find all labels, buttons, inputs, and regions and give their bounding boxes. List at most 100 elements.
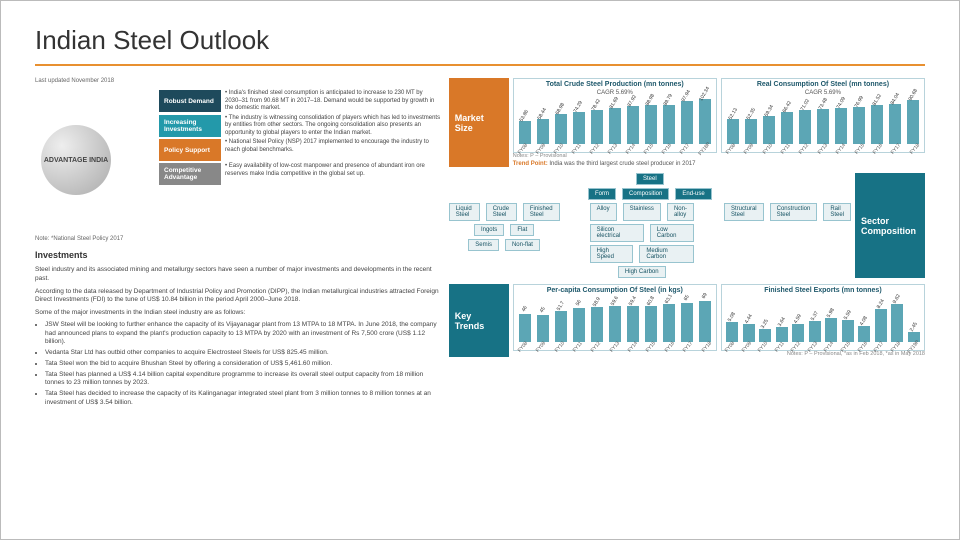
bar-rect	[519, 314, 531, 342]
chart-xlabels: FY08FY09FY10FY11FY12FY13FY14FY15FY16FY17…	[722, 344, 924, 350]
sector-node: Non-alloy	[667, 203, 694, 221]
bar-value: 59.6	[610, 296, 620, 307]
bar-value: 2.45	[909, 321, 919, 332]
chart-bar: 68.98	[555, 114, 567, 144]
bar-rect	[645, 306, 657, 342]
key-trends-panel: Key Trends Per-capita Consumption Of Ste…	[449, 284, 925, 357]
chart-title: Total Crude Steel Production (mn tonnes)	[514, 79, 716, 90]
bar-value: 5.98	[826, 307, 836, 318]
bar-rect	[889, 104, 901, 144]
chart-bar: 60.8	[645, 306, 657, 342]
sector-column: Structural SteelConstruction SteelRail S…	[724, 203, 851, 278]
bar-rect	[699, 301, 711, 342]
key-trends-label: Key Trends	[449, 284, 509, 357]
per-capita-chart: Per-capita Consumption Of Steel (in kgs)…	[513, 284, 717, 351]
chart-bar: 56	[573, 308, 585, 342]
chart-bar: 5.98	[825, 318, 837, 342]
bar-value: 46	[521, 305, 529, 313]
bar-value: 4.08	[859, 315, 869, 326]
chart-bar: 46	[519, 314, 531, 342]
sector-node: Finished Steel	[523, 203, 560, 221]
bar-value: 3.64	[777, 317, 787, 328]
chart-bar: 78.42	[591, 110, 603, 144]
chart-bar: 73.48	[817, 109, 829, 144]
chart-bar: 5.08	[726, 322, 738, 342]
exports-chart: Finished Steel Exports (mn tonnes) 5.084…	[721, 284, 925, 351]
chart-bar: 45	[537, 315, 549, 342]
advantage-footnote: Note: *National Steel Policy 2017	[35, 236, 441, 242]
bar-rect	[891, 304, 903, 342]
sector-node: Structural Steel	[724, 203, 764, 221]
chart-bar: 81.52	[871, 105, 883, 144]
advantage-circle: ADVANTAGE INDIA	[41, 125, 111, 195]
chart-bar: 5.59	[842, 320, 854, 342]
sector-node: High Speed	[590, 245, 634, 263]
sector-row: Steel	[636, 173, 664, 185]
bar-rect	[809, 321, 821, 342]
advantage-india-panel: ADVANTAGE INDIA Robust Demand• India's f…	[35, 90, 441, 230]
bar-rect	[745, 119, 757, 144]
bar-value: 4.44	[744, 314, 754, 325]
advantage-badge: Robust Demand	[159, 90, 221, 112]
advantage-text: • India's finished steel consumption is …	[225, 90, 441, 113]
advantage-badge: Policy Support	[159, 139, 221, 161]
investment-bullet: Vedanta Star Ltd has outbid other compan…	[45, 349, 441, 358]
bar-value: 3.25	[760, 318, 770, 329]
chart-bar: 74.09	[835, 108, 847, 144]
sector-composition-panel: Steel FormCompositionEnd-use Liquid SteelC…	[449, 173, 925, 278]
sector-node: Ingots	[474, 224, 504, 236]
chart-xlabels: FY08FY09FY10FY11FY12FY13FY14FY15FY16FY17…	[514, 344, 716, 350]
bar-rect	[519, 121, 531, 145]
sector-node: Low Carbon	[650, 224, 694, 242]
sector-row: Structural SteelConstruction SteelRail S…	[724, 203, 851, 221]
market-size-trend: Trend Point: India was the third largest…	[513, 161, 925, 167]
chart-bars: 464551.75658.959.659.460.863.16569	[514, 296, 716, 344]
sector-row: High Carbon	[590, 266, 694, 278]
bar-rect	[792, 324, 804, 342]
sector-node: High Carbon	[618, 266, 666, 278]
bar-rect	[763, 116, 775, 144]
bar-value: 5.37	[810, 310, 820, 321]
chart-bar: 69	[699, 301, 711, 342]
key-trends-body: Per-capita Consumption Of Steel (in kgs)…	[513, 284, 925, 357]
chart-bar: 84.04	[889, 104, 901, 144]
chart-bars: 5.08 4.44 3.25 3.64 4.59 5.37 5.98 5.59 4.08 8.24…	[722, 296, 924, 344]
inv-p2: According to the data released by Depart…	[35, 288, 441, 306]
bar-rect	[875, 309, 887, 342]
bar-rect	[663, 105, 675, 144]
bar-rect	[699, 99, 711, 144]
sector-node: Construction Steel	[770, 203, 818, 221]
sector-node: Medium Carbon	[639, 245, 694, 263]
investments-body: Steel industry and its associated mining…	[35, 266, 441, 410]
bar-rect	[871, 105, 883, 144]
investments-bullets: JSW Steel will be looking to further enh…	[35, 321, 441, 408]
bar-rect	[627, 106, 639, 144]
bar-value: 4.59	[793, 313, 803, 324]
chart-bar: 81.69	[609, 108, 621, 144]
bar-value: 69	[701, 292, 709, 300]
sector-row: High Speed Medium Carbon	[590, 245, 694, 263]
sector-node: Stainless	[623, 203, 661, 221]
bar-rect	[825, 318, 837, 342]
chart-bars: 53.8658.4468.9874.2978.4281.6987.9288.98…	[514, 98, 716, 146]
bar-value: 8.24	[876, 298, 886, 309]
right-column: Market Size Total Crude Steel Production…	[449, 78, 925, 410]
chart-bar: 9.62	[891, 304, 903, 342]
advantage-row: Increasing Investments• The industry is …	[159, 115, 441, 138]
chart-bar: 76.99	[853, 107, 865, 144]
chart-bar: 59.34	[763, 116, 775, 144]
bar-rect	[853, 107, 865, 144]
advantage-text: • Easy availability of low-cost manpower…	[225, 163, 441, 178]
chart-bar: 65	[681, 303, 693, 342]
sector-row: Liquid SteelCrude SteelFinished Steel	[449, 203, 560, 221]
chart-bar: 51.7	[555, 311, 567, 342]
sector-row: FormCompositionEnd-use	[588, 188, 712, 200]
bar-rect	[537, 119, 549, 145]
bar-rect	[681, 303, 693, 342]
bar-value: 56	[575, 299, 583, 307]
bar-value: 5.59	[843, 309, 853, 320]
trend-text: India was the third largest crude steel …	[549, 161, 695, 167]
chart-bar: 58.9	[591, 307, 603, 342]
sector-composition-label: Sector Composition	[855, 173, 925, 278]
bar-rect	[663, 304, 675, 342]
